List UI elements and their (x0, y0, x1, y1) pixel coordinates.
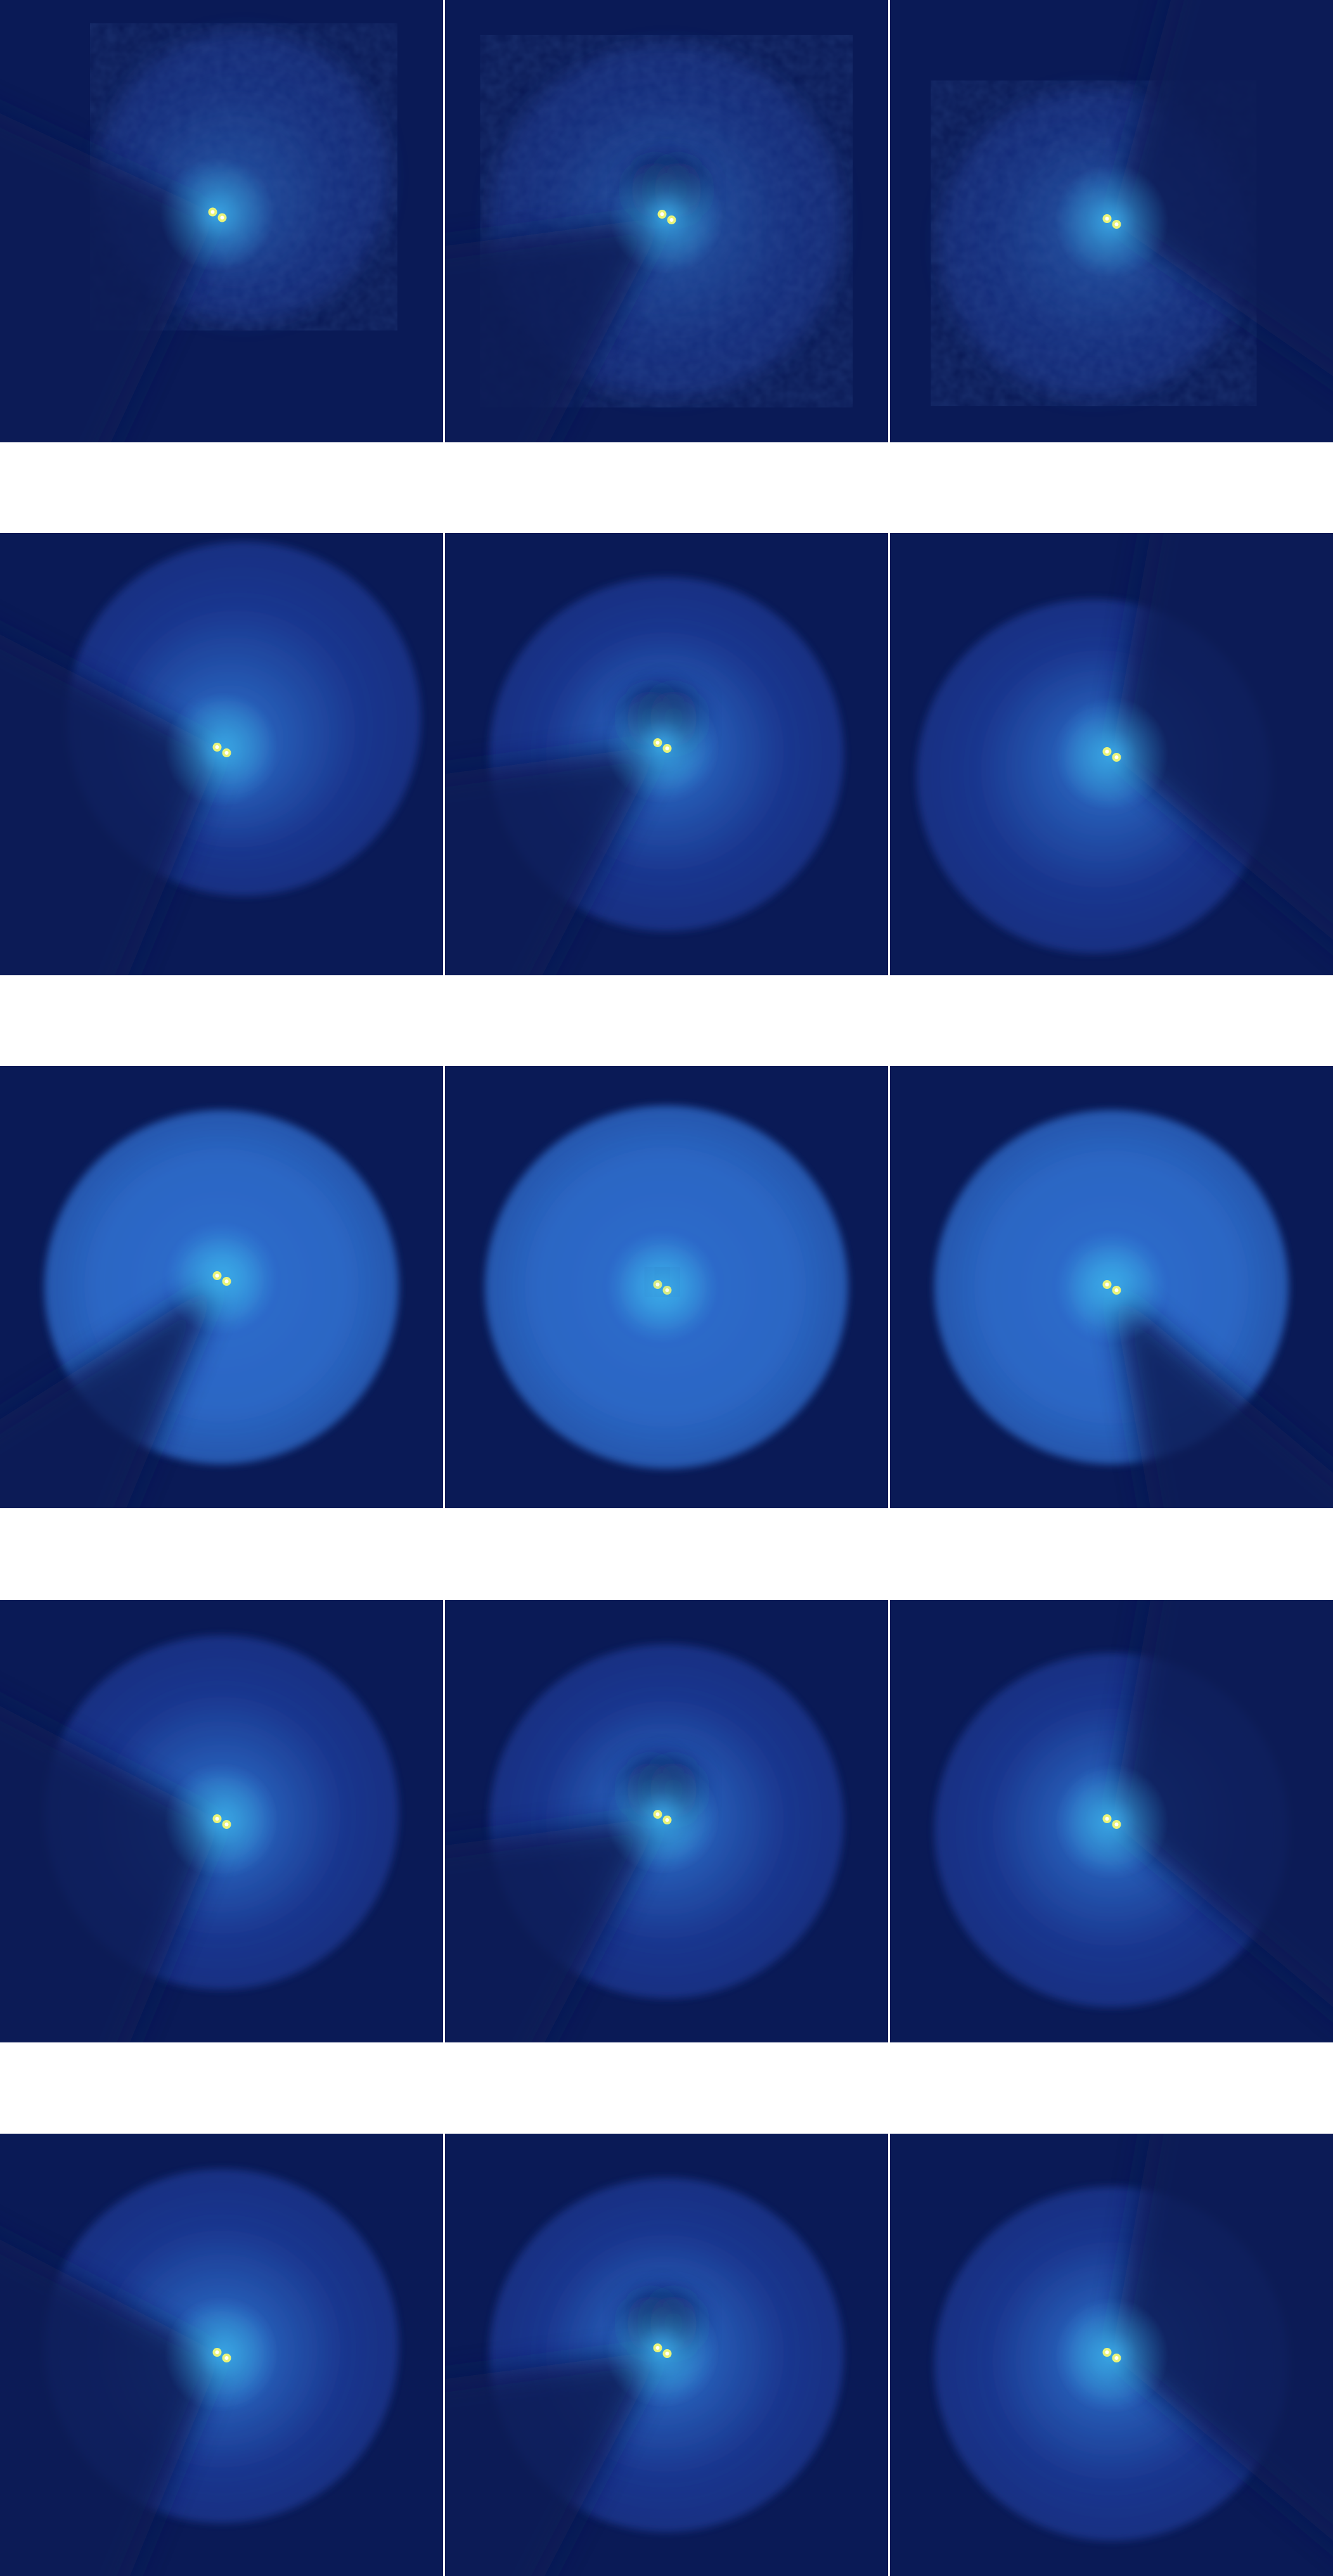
panel-r4-c1-shadow (0, 1706, 222, 2042)
panel-r1-c1-shadow (0, 113, 217, 442)
panel-r5-c1-core-glow (164, 2298, 279, 2412)
row-3 (0, 1066, 1333, 1508)
panel-r4-c1-image (0, 1600, 443, 2042)
panel-r4-c2-core-glow (605, 1760, 719, 1874)
panel-r3-c1 (0, 1066, 443, 1508)
panel-r2-c3 (890, 533, 1333, 975)
panel-r5-c1-core-spot-center-1 (215, 2350, 219, 2354)
panel-r3-c1-core-spot-center-1 (215, 1274, 219, 1278)
row-2 (0, 533, 1333, 975)
row-1 (0, 0, 1333, 442)
panel-r2-c1-core-spot-center-1 (215, 745, 219, 750)
panel-r1-c1-image (0, 0, 443, 442)
panel-r1-c2 (445, 0, 888, 442)
panel-r3-c1-image (0, 1066, 443, 1508)
panel-r5-c1-core-spot-center-2 (224, 2356, 229, 2360)
panel-r5-c3 (890, 2134, 1333, 2576)
panel-r1-c3-core-spot-center-2 (1114, 222, 1119, 226)
panel-r4-c3 (890, 1600, 1333, 2042)
panel-r2-c2-shadow (445, 745, 662, 975)
panel-r4-c3-core-spot-center-1 (1105, 1817, 1109, 1821)
panel-r5-c3-core-spot-center-2 (1114, 2356, 1119, 2360)
panel-r3-c1-shadow (0, 1278, 222, 1508)
row-4 (0, 1600, 1333, 2042)
row-5 (0, 2134, 1333, 2576)
panel-r1-c1-core-spot-center-2 (220, 215, 224, 220)
panel-r5-c3-core-spot-center-1 (1105, 2350, 1109, 2354)
panel-r2-c1-image (0, 533, 443, 975)
panel-r3-c2-image (445, 1066, 888, 1508)
panel-r2-c1-core-glow (164, 693, 279, 807)
panel-r3-c3-core-glow (1054, 1230, 1169, 1344)
panel-r1-c3 (890, 0, 1333, 442)
panel-r3-c2-core-spot-center-2 (665, 1288, 669, 1292)
panel-r5-c1 (0, 2134, 443, 2576)
panel-r1-c3-core-spot-center-1 (1105, 217, 1109, 221)
panel-r2-c2-core-glow (605, 688, 719, 803)
panel-r5-c2-core-spot-center-1 (655, 2346, 660, 2350)
panel-r2-c3-image (890, 533, 1333, 975)
panel-r5-c2-image (445, 2134, 888, 2576)
panel-r1-c3-core-glow (1054, 164, 1169, 278)
panel-r5-c2-core-spot-center-2 (665, 2352, 669, 2356)
panel-r5-c2 (445, 2134, 888, 2576)
panel-r4-c1-core-spot-center-1 (215, 1817, 219, 1821)
panel-r4-c1-core-glow (164, 1764, 279, 1878)
panel-r4-c3-shadow (1111, 1600, 1333, 2008)
panel-r2-c3-core-glow (1054, 697, 1169, 811)
panel-r4-c3-core-spot-center-2 (1114, 1823, 1119, 1826)
panel-r2-c2-core-spot-center-1 (655, 741, 660, 745)
panel-r3-c2-core-glow (605, 1230, 719, 1344)
panel-r1-c2-shadow (445, 217, 667, 442)
panel-r2-c1-core-spot-center-2 (224, 751, 229, 755)
panel-r3-c1-core-spot-center-2 (224, 1279, 229, 1284)
panel-r3-c3-image (890, 1066, 1333, 1508)
panel-r2-c3-core-spot-center-2 (1114, 755, 1119, 759)
panel-r4-c2-core-spot-center-1 (655, 1812, 660, 1817)
panel-r2-c2 (445, 533, 888, 975)
panel-r1-c2-core-spot-center-1 (660, 212, 664, 217)
panel-r2-c1-shadow (0, 634, 222, 975)
panel-r3-c3-shadow (1111, 1287, 1333, 1508)
panel-r5-c3-shadow (1111, 2134, 1333, 2541)
panel-r4-c1 (0, 1600, 443, 2042)
panel-r1-c1-core-spot-center-1 (210, 210, 215, 214)
panel-r2-c1 (0, 533, 443, 975)
panel-r3-c1-core-glow (164, 1221, 279, 1336)
panel-r2-c2-image (445, 533, 888, 975)
panel-r3-c3 (890, 1066, 1333, 1508)
panel-r2-c2-core-spot-center-2 (665, 747, 669, 751)
panel-r2-c3-shadow (1111, 533, 1333, 940)
panel-r4-c2 (445, 1600, 888, 2042)
panel-r1-c3-shadow (1111, 0, 1333, 376)
panel-r5-c3-image (890, 2134, 1333, 2576)
panel-r4-c2-image (445, 1600, 888, 2042)
panel-r1-c3-image (890, 0, 1333, 442)
panel-r4-c2-shadow (445, 1817, 662, 2042)
panel-r1-c2-image (445, 0, 888, 442)
panel-r3-c2 (445, 1066, 888, 1508)
panel-r4-c1-core-spot-center-2 (224, 1823, 229, 1826)
panel-r3-c2-core-spot-center-1 (655, 1283, 660, 1286)
panel-r4-c2-core-spot-center-2 (665, 1818, 669, 1823)
panel-r5-c2-core-glow (605, 2293, 719, 2408)
panel-r5-c1-shadow (0, 2240, 222, 2576)
panel-r4-c3-core-glow (1054, 1764, 1169, 1878)
panel-r1-c1 (0, 0, 443, 442)
panel-r5-c1-image (0, 2134, 443, 2576)
panel-r3-c3-core-spot-center-2 (1114, 1288, 1119, 1292)
panel-r2-c3-core-spot-center-1 (1105, 750, 1109, 753)
panel-r3-c3-core-spot-center-1 (1105, 1283, 1109, 1286)
panel-r1-c2-core-glow (609, 160, 724, 274)
panel-r1-c2-core-spot-center-2 (669, 218, 674, 222)
panel-r5-c2-shadow (445, 2350, 662, 2576)
panel-r4-c3-image (890, 1600, 1333, 2042)
panel-r1-c1-core-glow (160, 157, 274, 272)
panel-r5-c3-core-glow (1054, 2298, 1169, 2412)
